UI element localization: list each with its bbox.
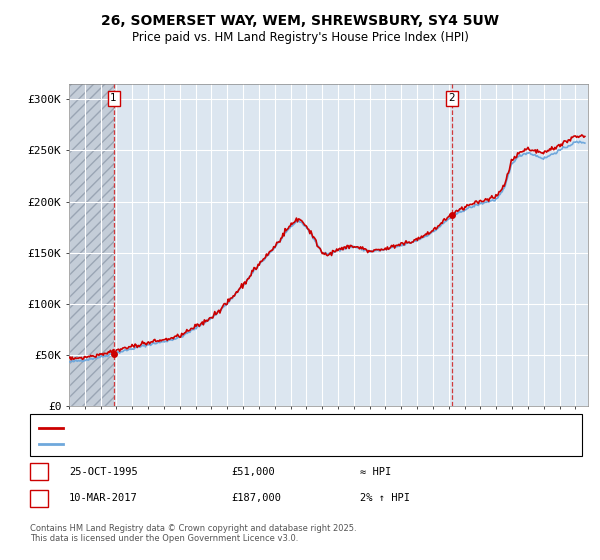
- Text: 2: 2: [448, 94, 455, 104]
- Text: 2: 2: [36, 493, 42, 503]
- Text: Contains HM Land Registry data © Crown copyright and database right 2025.
This d: Contains HM Land Registry data © Crown c…: [30, 524, 356, 543]
- Text: £187,000: £187,000: [231, 493, 281, 503]
- Text: 26, SOMERSET WAY, WEM, SHREWSBURY, SY4 5UW (semi-detached house): 26, SOMERSET WAY, WEM, SHREWSBURY, SY4 5…: [69, 423, 445, 433]
- Text: 1: 1: [110, 94, 117, 104]
- Text: 2% ↑ HPI: 2% ↑ HPI: [360, 493, 410, 503]
- Text: ≈ HPI: ≈ HPI: [360, 466, 391, 477]
- Text: 25-OCT-1995: 25-OCT-1995: [69, 466, 138, 477]
- Bar: [69, 84, 113, 406]
- Text: £51,000: £51,000: [231, 466, 275, 477]
- Text: 26, SOMERSET WAY, WEM, SHREWSBURY, SY4 5UW: 26, SOMERSET WAY, WEM, SHREWSBURY, SY4 5…: [101, 14, 499, 28]
- Text: 10-MAR-2017: 10-MAR-2017: [69, 493, 138, 503]
- Text: HPI: Average price, semi-detached house, Shropshire: HPI: Average price, semi-detached house,…: [69, 439, 368, 449]
- Text: Price paid vs. HM Land Registry's House Price Index (HPI): Price paid vs. HM Land Registry's House …: [131, 31, 469, 44]
- Text: 1: 1: [36, 466, 42, 477]
